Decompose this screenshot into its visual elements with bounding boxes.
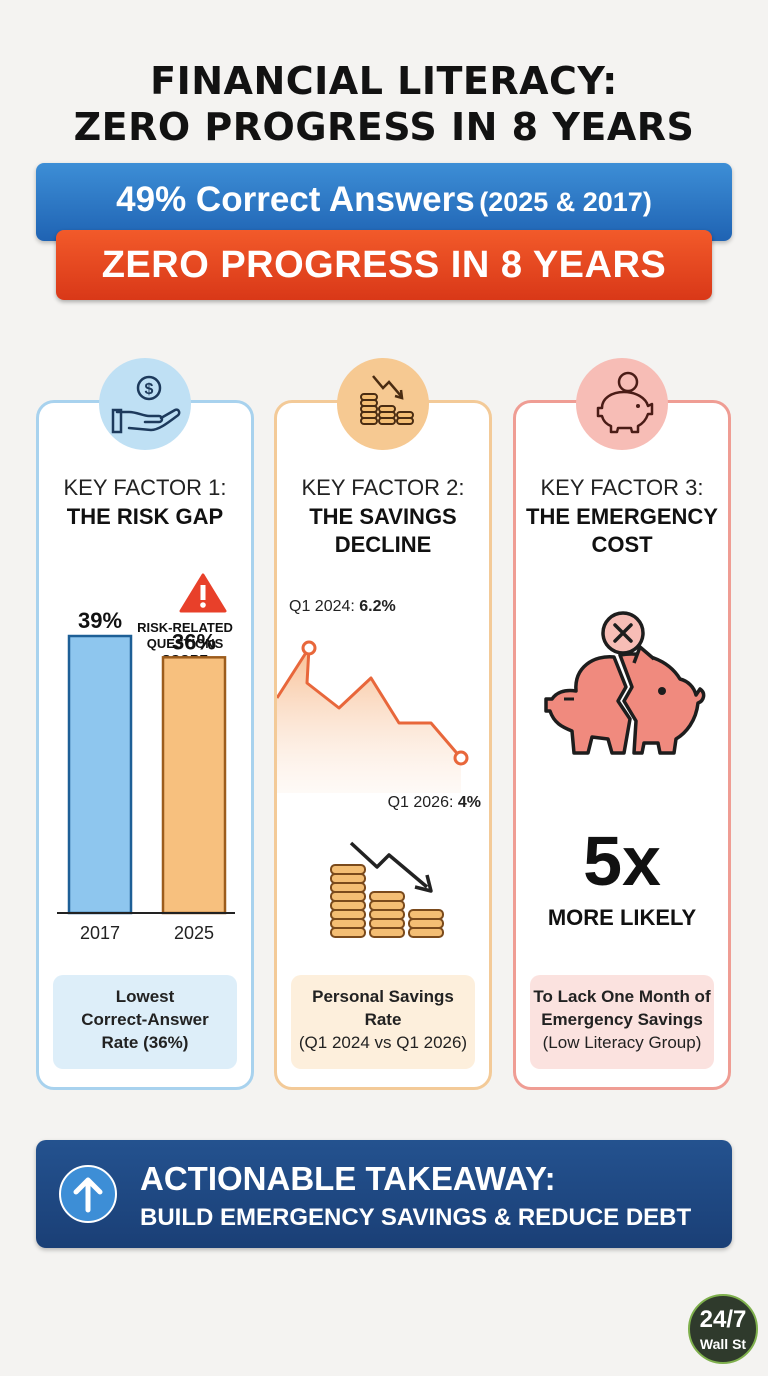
title-line-2: ZERO PROGRESS IN 8 YEARS <box>73 105 695 149</box>
info-1-line-3: Rate (36%) <box>101 1033 189 1052</box>
stat-5x: 5x <box>583 822 661 900</box>
info-3-line-3: (Low Literacy Group) <box>542 1033 702 1052</box>
savings-start-label: Q1 2024: 6.2% <box>289 598 396 615</box>
zero-progress-banner: ZERO PROGRESS IN 8 YEARS <box>56 230 712 300</box>
correct-answers-banner: 49% Correct Answers (2025 & 2017) <box>36 163 732 241</box>
key-factor-3-label: KEY FACTOR 3: <box>540 475 704 500</box>
bar-category-2025: 2025 <box>174 923 214 943</box>
key-factor-2-info-box: Personal Savings Rate (Q1 2024 vs Q1 202… <box>291 975 475 1069</box>
svg-text:$: $ <box>145 381 154 398</box>
key-factor-2-title-line-1: THE SAVINGS <box>309 504 457 529</box>
correct-answers-years: (2025 & 2017) <box>479 187 652 217</box>
savings-point-start <box>301 640 317 656</box>
savings-start-prefix: Q1 2024: <box>289 598 359 615</box>
key-factor-3-info-box: To Lack One Month of Emergency Savings (… <box>530 975 714 1069</box>
info-2-line-3: (Q1 2024 vs Q1 2026) <box>298 1033 468 1052</box>
title-line-1: FINANCIAL LITERACY: <box>150 59 618 103</box>
broken-piggy-bank-icon <box>544 611 706 755</box>
key-factor-3-title-line-2: COST <box>591 532 653 557</box>
bar-2025 <box>161 656 227 915</box>
key-factor-2-title: THE SAVINGS DECLINE <box>277 503 489 559</box>
bar-2017 <box>67 634 133 915</box>
correct-answers-text: 49% Correct Answers <box>116 180 475 219</box>
actionable-takeaway-banner: ACTIONABLE TAKEAWAY: BUILD EMERGENCY SAV… <box>36 1140 732 1248</box>
bar-value-2025: 36% <box>172 629 216 654</box>
info-2-line-1: Personal Savings <box>312 987 454 1006</box>
up-arrow-icon <box>59 1165 117 1223</box>
page-title: FINANCIAL LITERACY: ZERO PROGRESS IN 8 Y… <box>0 58 768 150</box>
key-factor-1-label: KEY FACTOR 1: <box>63 475 227 500</box>
savings-end-prefix: Q1 2026: <box>388 794 458 811</box>
key-factor-3-title: THE EMERGENCY COST <box>516 503 728 559</box>
wall-st-logo: 24/7 Wall St <box>688 1294 758 1364</box>
key-factor-1-info-box: Lowest Correct-Answer Rate (36%) <box>53 975 237 1069</box>
key-factor-1-card: KEY FACTOR 1: THE RISK GAP RISK-RELATED … <box>36 400 254 1090</box>
info-1-line-1: Lowest <box>115 987 175 1006</box>
coins-decline-icon <box>330 841 444 938</box>
logo-line-1: 24/7 <box>699 1306 747 1333</box>
hand-dollar-icon: $ <box>99 358 191 450</box>
stat-more-likely: MORE LIKELY <box>547 905 697 930</box>
piggy-bank-icon <box>576 358 668 450</box>
coins-down-icon <box>337 358 429 450</box>
bar-value-2017: 39% <box>78 608 122 633</box>
bar-category-2017: 2017 <box>80 923 120 943</box>
savings-start-value: 6.2% <box>359 598 395 615</box>
info-3-line-2: Emergency Savings <box>541 1010 703 1029</box>
takeaway-title: ACTIONABLE TAKEAWAY: <box>140 1160 556 1197</box>
info-1-line-2: Correct-Answer <box>81 1010 209 1029</box>
info-3-line-1: To Lack One Month of <box>533 987 711 1006</box>
warning-text-line-1: RISK-RELATED <box>137 620 233 635</box>
savings-line-chart: Q1 2024: 6.2% Q1 2026: 4% <box>277 598 481 811</box>
savings-end-value: 4% <box>458 794 481 811</box>
key-factor-3-card: KEY FACTOR 3: THE EMERGENCY COST 5x MORE… <box>513 400 731 1090</box>
key-factor-2-title-line-2: DECLINE <box>334 532 432 557</box>
key-factor-1-title: THE RISK GAP <box>39 503 251 531</box>
info-2-line-2: Rate <box>364 1010 402 1029</box>
key-factor-3-title-line-1: THE EMERGENCY <box>526 504 718 529</box>
warning-text-line-2: QUESTIONS <box>147 636 224 651</box>
key-factor-1-title-line-1: THE RISK GAP <box>66 504 224 529</box>
warning-icon <box>179 573 227 613</box>
savings-end-label: Q1 2026: 4% <box>388 794 481 811</box>
key-factor-2-label: KEY FACTOR 2: <box>301 475 465 500</box>
savings-point-end <box>453 750 469 766</box>
key-factor-2-card: KEY FACTOR 2: THE SAVINGS DECLINE Q1 202… <box>274 400 492 1090</box>
savings-area <box>277 648 461 793</box>
logo-line-2: Wall St <box>699 1336 747 1352</box>
risk-gap-bar-chart: RISK-RELATED QUESTIONS SCORE 39%201736%2… <box>57 573 235 943</box>
takeaway-subtitle: BUILD EMERGENCY SAVINGS & REDUCE DEBT <box>140 1204 692 1231</box>
